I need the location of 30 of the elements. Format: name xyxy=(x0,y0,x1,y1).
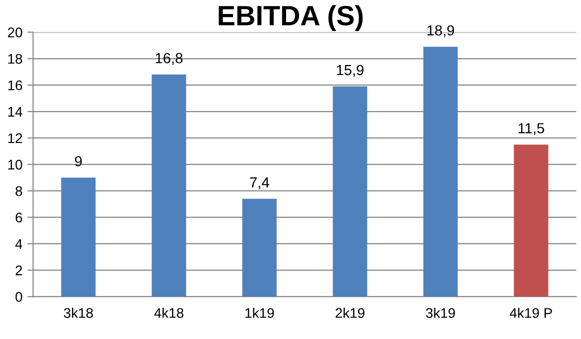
data-label: 16,8 xyxy=(156,52,182,66)
x-tick-label: 4k19 P xyxy=(510,308,552,318)
y-tick-label: 18 xyxy=(8,54,22,64)
bar xyxy=(152,74,186,297)
data-label: 9 xyxy=(75,156,82,166)
x-tick-label: 1k19 xyxy=(245,308,274,318)
y-tick-label: 16 xyxy=(8,80,22,90)
y-tick-label: 2 xyxy=(16,266,22,276)
y-tick-label: 14 xyxy=(8,107,22,117)
bar xyxy=(423,46,458,297)
data-label: 11,5 xyxy=(518,123,544,136)
y-tick-label: 6 xyxy=(16,212,22,222)
data-label: 7,4 xyxy=(250,177,270,190)
y-tick-label: 20 xyxy=(8,28,22,38)
y-tick-label: 8 xyxy=(16,186,22,196)
y-tick-label: 0 xyxy=(16,292,22,302)
data-label: 15,9 xyxy=(336,64,364,77)
y-tick-label: 12 xyxy=(8,133,22,144)
chart-title: EBITDA (S) xyxy=(218,5,363,31)
x-tick-label: 2k19 xyxy=(336,308,364,318)
x-tick-label: 3k19 xyxy=(426,308,455,318)
data-label: 18,9 xyxy=(427,25,454,38)
bar xyxy=(514,144,548,297)
bar xyxy=(332,86,368,297)
x-tick-label: 3k18 xyxy=(64,308,93,318)
y-tick-label: 10 xyxy=(8,160,22,170)
bar xyxy=(61,178,96,297)
bar xyxy=(242,198,277,297)
y-tick-label: 4 xyxy=(15,239,22,249)
x-tick-label: 4k18 xyxy=(154,308,184,318)
